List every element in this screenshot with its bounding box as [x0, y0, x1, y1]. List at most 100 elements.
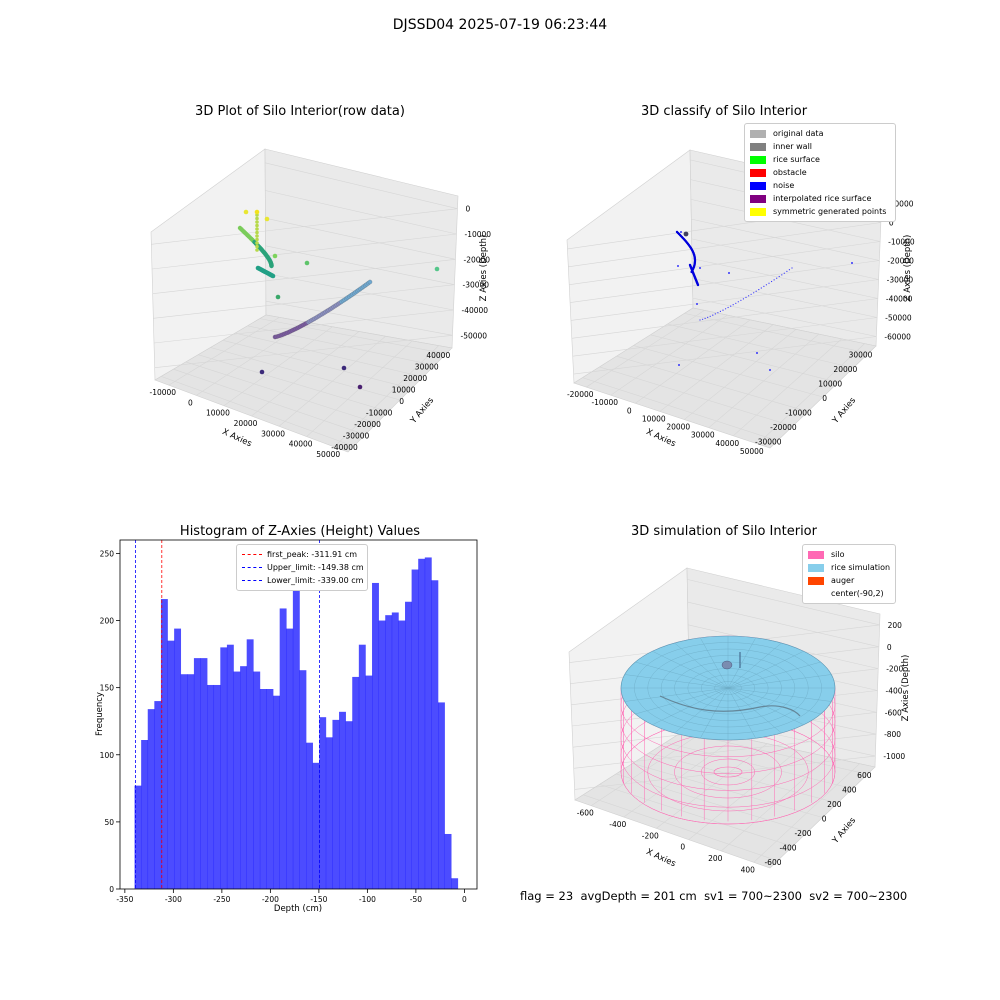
histogram-bar — [253, 671, 261, 889]
x-tick-label: 20000 — [234, 419, 258, 428]
histogram-bar — [325, 737, 333, 889]
grid-line — [573, 733, 877, 769]
rice-surface-wire — [674, 642, 729, 689]
histogram-bar — [292, 588, 300, 889]
histogram-bar — [193, 658, 201, 889]
data-point — [678, 364, 680, 366]
data-point — [778, 275, 780, 278]
data-point — [765, 284, 768, 286]
data-point — [255, 227, 259, 231]
histogram-bar — [391, 612, 399, 889]
histogram-bar — [438, 702, 445, 889]
data-point — [758, 289, 760, 291]
grid-line — [692, 278, 878, 318]
figure-title: DJSSD04 2025-07-19 06:23:44 — [392, 17, 608, 33]
data-point — [255, 234, 259, 238]
data-point — [753, 292, 755, 294]
grid-line — [235, 332, 424, 378]
rice-surface-wire — [635, 687, 729, 715]
legend-item: auger — [808, 574, 890, 587]
status-line: flag = 23 avgDepth = 201 cm sv1 = 700~23… — [520, 889, 907, 903]
histogram-bar — [180, 674, 188, 889]
y-tick-label: 200 — [100, 617, 115, 626]
grid-line — [633, 345, 824, 398]
classify-plot-title: 3D classify of Silo Interior — [640, 104, 808, 119]
data-point — [677, 265, 679, 267]
histogram-bar — [279, 608, 287, 889]
data-point — [769, 369, 771, 371]
legend-swatch — [750, 194, 766, 203]
data-point — [750, 293, 752, 295]
legend-swatch — [808, 563, 824, 572]
grid-line — [692, 297, 877, 337]
histogram-bar — [352, 676, 360, 889]
histogram-bar — [398, 620, 406, 889]
histogram-bar — [207, 684, 215, 889]
z-axis-label: Z Axies (Depth) — [901, 655, 911, 722]
grid-line — [161, 376, 354, 447]
raw-plot-title: 3D Plot of Silo Interior(row data) — [195, 104, 405, 119]
histogram-bar — [226, 644, 234, 889]
silo-center-ring — [713, 766, 743, 778]
classify-legend: original data inner wall rice surface obsta… — [744, 123, 896, 222]
histogram-bar — [174, 628, 182, 889]
data-point — [696, 303, 698, 305]
rice-surface-wire — [727, 637, 756, 689]
legend-item: first_peak: -311.91 cm — [242, 548, 362, 561]
legend-label: silo — [831, 550, 845, 559]
data-point — [704, 317, 706, 319]
legend-label: inner wall — [773, 142, 813, 151]
data-point — [768, 282, 770, 284]
histogram-bar — [405, 601, 412, 889]
legend-swatch — [808, 590, 824, 598]
grid-line — [582, 377, 778, 441]
data-point — [740, 299, 742, 301]
histogram-title: Histogram of Z-Axies (Height) Values — [179, 524, 421, 539]
legend-label: Upper_limit: -149.38 cm — [267, 563, 364, 572]
legend-item: rice surface — [750, 153, 890, 166]
data-point — [255, 216, 259, 221]
legend-label: auger — [831, 576, 855, 585]
grid-line — [153, 284, 455, 319]
data-point — [709, 315, 711, 317]
y-tick-label: 50 — [104, 818, 114, 827]
data-point — [732, 304, 734, 306]
histogram-x-ticks: -350 -300 -250 -200 -150 -100 -50 0 — [116, 889, 467, 904]
grid-line — [572, 317, 878, 357]
x-tick-label: 20000 — [666, 423, 690, 432]
grid-line — [154, 335, 453, 368]
x-tick-label: 10000 — [206, 409, 230, 418]
legend-swatch — [242, 554, 262, 555]
rice-surface-wire — [727, 651, 804, 689]
rice-surface-wire — [727, 642, 782, 689]
x-tick-label: -250 — [213, 895, 230, 904]
legend-item: obstacle — [750, 166, 890, 179]
silo-floor-ring — [701, 758, 755, 786]
grid-line — [687, 579, 880, 626]
grid-line — [650, 334, 839, 383]
y-tick-label: 0 — [399, 397, 404, 406]
rice-surface-wire — [635, 661, 729, 689]
histogram-bar — [378, 620, 386, 889]
grid-line — [210, 347, 401, 401]
histogram-bar — [200, 658, 208, 889]
raw-3d-plot — [150, 148, 459, 453]
legend-label: symmetric generated points — [773, 207, 887, 216]
histogram-bar — [259, 689, 267, 889]
z-tick-label: -20000 — [887, 257, 914, 266]
rice-surface-wire — [624, 674, 729, 689]
x-tick-label: 0 — [188, 398, 193, 407]
x-tick-label: -20000 — [567, 390, 594, 399]
legend-swatch — [750, 207, 766, 216]
data-point — [254, 209, 260, 215]
legend-item: noise — [750, 179, 890, 192]
grid-line — [583, 794, 778, 862]
legend-item: original data — [750, 127, 890, 140]
status-flag: flag = 23 — [520, 889, 574, 903]
y-tick-label: 150 — [100, 684, 115, 693]
data-point — [272, 253, 278, 259]
x-tick-label: 50000 — [740, 447, 764, 456]
data-point — [702, 318, 704, 320]
histogram-reference-lines — [135, 540, 320, 889]
x-tick-label: 10000 — [642, 414, 666, 423]
